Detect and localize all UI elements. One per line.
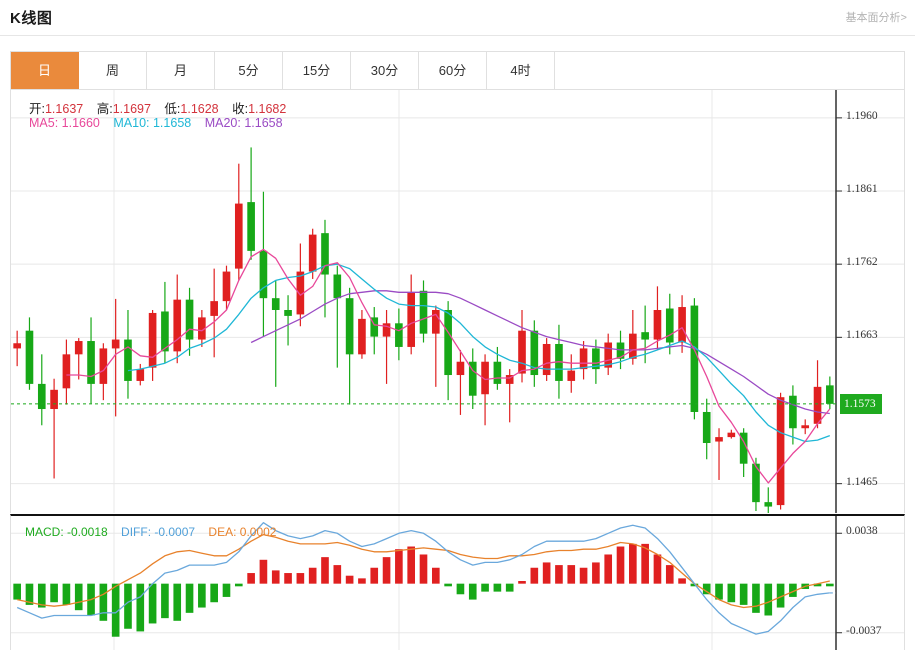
ohlc-legend: 开:1.1637 高:1.1697 低:1.1628 收:1.1682 (29, 98, 286, 117)
macd-chart-svg (11, 516, 904, 650)
close-label: 收: (232, 102, 249, 116)
tab-label: 30分 (370, 63, 399, 78)
page-title: K线图 (10, 10, 53, 27)
tab-label: 周 (105, 63, 119, 78)
ma5-value: 1.1660 (61, 116, 100, 130)
ma20-value: 1.1658 (244, 116, 283, 130)
tab-label: 日 (37, 63, 51, 78)
tab-label: 60分 (438, 63, 467, 78)
ma10-label: MA10: (113, 116, 153, 130)
tabbar-filler (555, 52, 904, 89)
tab-2[interactable]: 月 (147, 52, 215, 89)
period-tabbar: 日 周 月 5分 15分 30分 60分 4时 (10, 51, 905, 90)
low-label: 低: (164, 102, 181, 116)
tab-3[interactable]: 5分 (215, 52, 283, 89)
low-value: 1.1628 (180, 102, 219, 116)
open-label: 开: (29, 102, 45, 116)
tab-5[interactable]: 30分 (351, 52, 419, 89)
dea-label: DEA: (208, 525, 240, 539)
tab-4[interactable]: 15分 (283, 52, 351, 89)
tab-label: 月 (173, 63, 187, 78)
dea-value: 0.0002 (239, 525, 277, 539)
diff-label: DIFF: (121, 525, 155, 539)
fundamental-analysis-link[interactable]: 基本面分析> (845, 12, 907, 24)
ma10-value: 1.1658 (152, 116, 192, 130)
page-header: K线图 基本面分析> (0, 0, 915, 36)
ma20-label: MA20: (204, 116, 245, 130)
ma5-label: MA5: (29, 116, 62, 130)
high-label: 高: (96, 102, 113, 116)
macd-label: MACD: (25, 525, 67, 539)
tab-label: 5分 (238, 63, 259, 78)
tab-label: 4时 (510, 63, 531, 78)
diff-value: -0.0007 (154, 525, 196, 539)
tab-7[interactable]: 4时 (487, 52, 555, 89)
price-chart-svg (11, 90, 904, 513)
tab-label: 15分 (302, 63, 331, 78)
macd-chart-panel[interactable]: MACD: -0.0018 DIFF: -0.0007 DEA: 0.0002 … (10, 514, 905, 650)
macd-value: -0.0018 (67, 525, 108, 539)
tab-0[interactable]: 日 (11, 52, 79, 89)
high-value: 1.1697 (112, 102, 151, 116)
tab-6[interactable]: 60分 (419, 52, 487, 89)
open-value: 1.1637 (44, 102, 84, 116)
price-chart-panel[interactable]: 开:1.1637 高:1.1697 低:1.1628 收:1.1682 MA5:… (10, 90, 905, 513)
tab-1[interactable]: 周 (79, 52, 147, 89)
ma-legend: MA5: 1.1660 MA10: 1.1658 MA20: 1.1658 (29, 116, 283, 130)
close-value: 1.1682 (248, 102, 287, 116)
macd-legend: MACD: -0.0018 DIFF: -0.0007 DEA: 0.0002 (25, 525, 276, 539)
